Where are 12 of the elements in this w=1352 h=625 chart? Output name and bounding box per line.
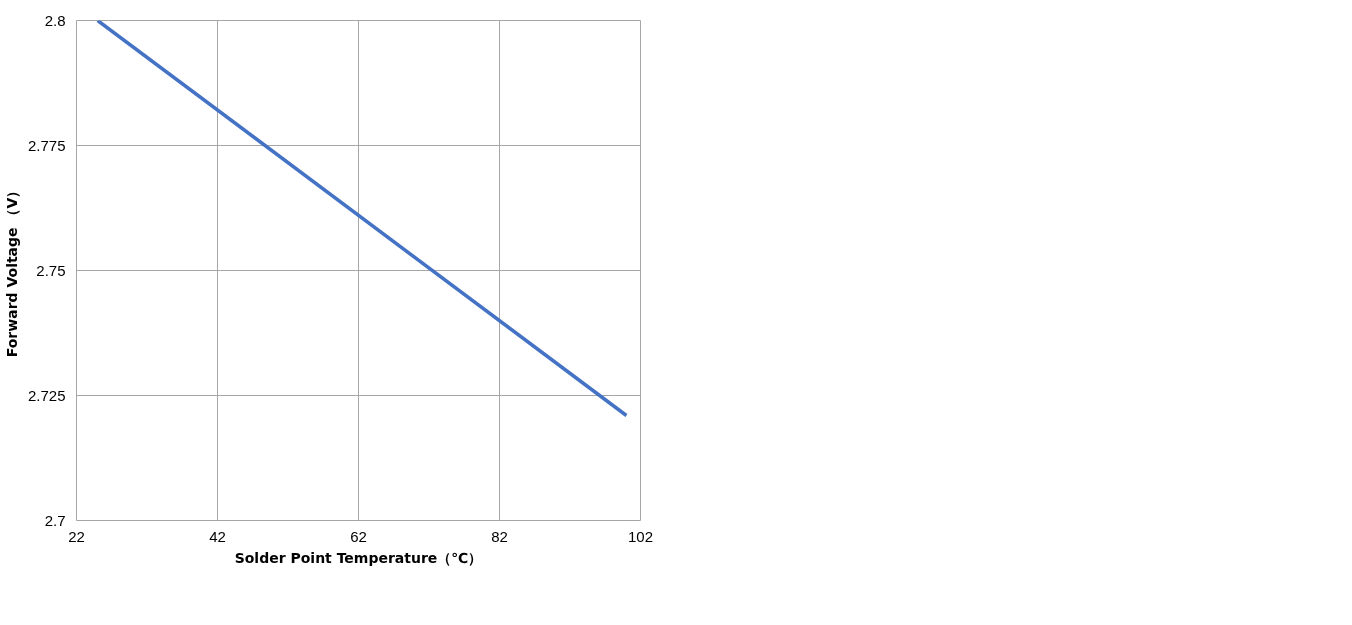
y-tick-label: 2.8 bbox=[44, 11, 66, 29]
y-axis-title: Forward Voltage （V） bbox=[3, 183, 20, 358]
y-tick-label: 2.75 bbox=[36, 261, 66, 279]
y-tick-label: 2.7 bbox=[44, 511, 66, 529]
y-tick-label: 2.775 bbox=[27, 136, 66, 154]
x-tick-label: 102 bbox=[627, 527, 654, 545]
x-axis-title: Solder Point Temperature（℃） bbox=[234, 549, 483, 566]
x-tick-label: 22 bbox=[68, 527, 85, 545]
y-tick-label: 2.725 bbox=[27, 386, 66, 404]
x-tick-label: 62 bbox=[350, 527, 367, 545]
x-tick-label: 42 bbox=[209, 527, 226, 545]
x-tick-label: 82 bbox=[491, 527, 508, 545]
